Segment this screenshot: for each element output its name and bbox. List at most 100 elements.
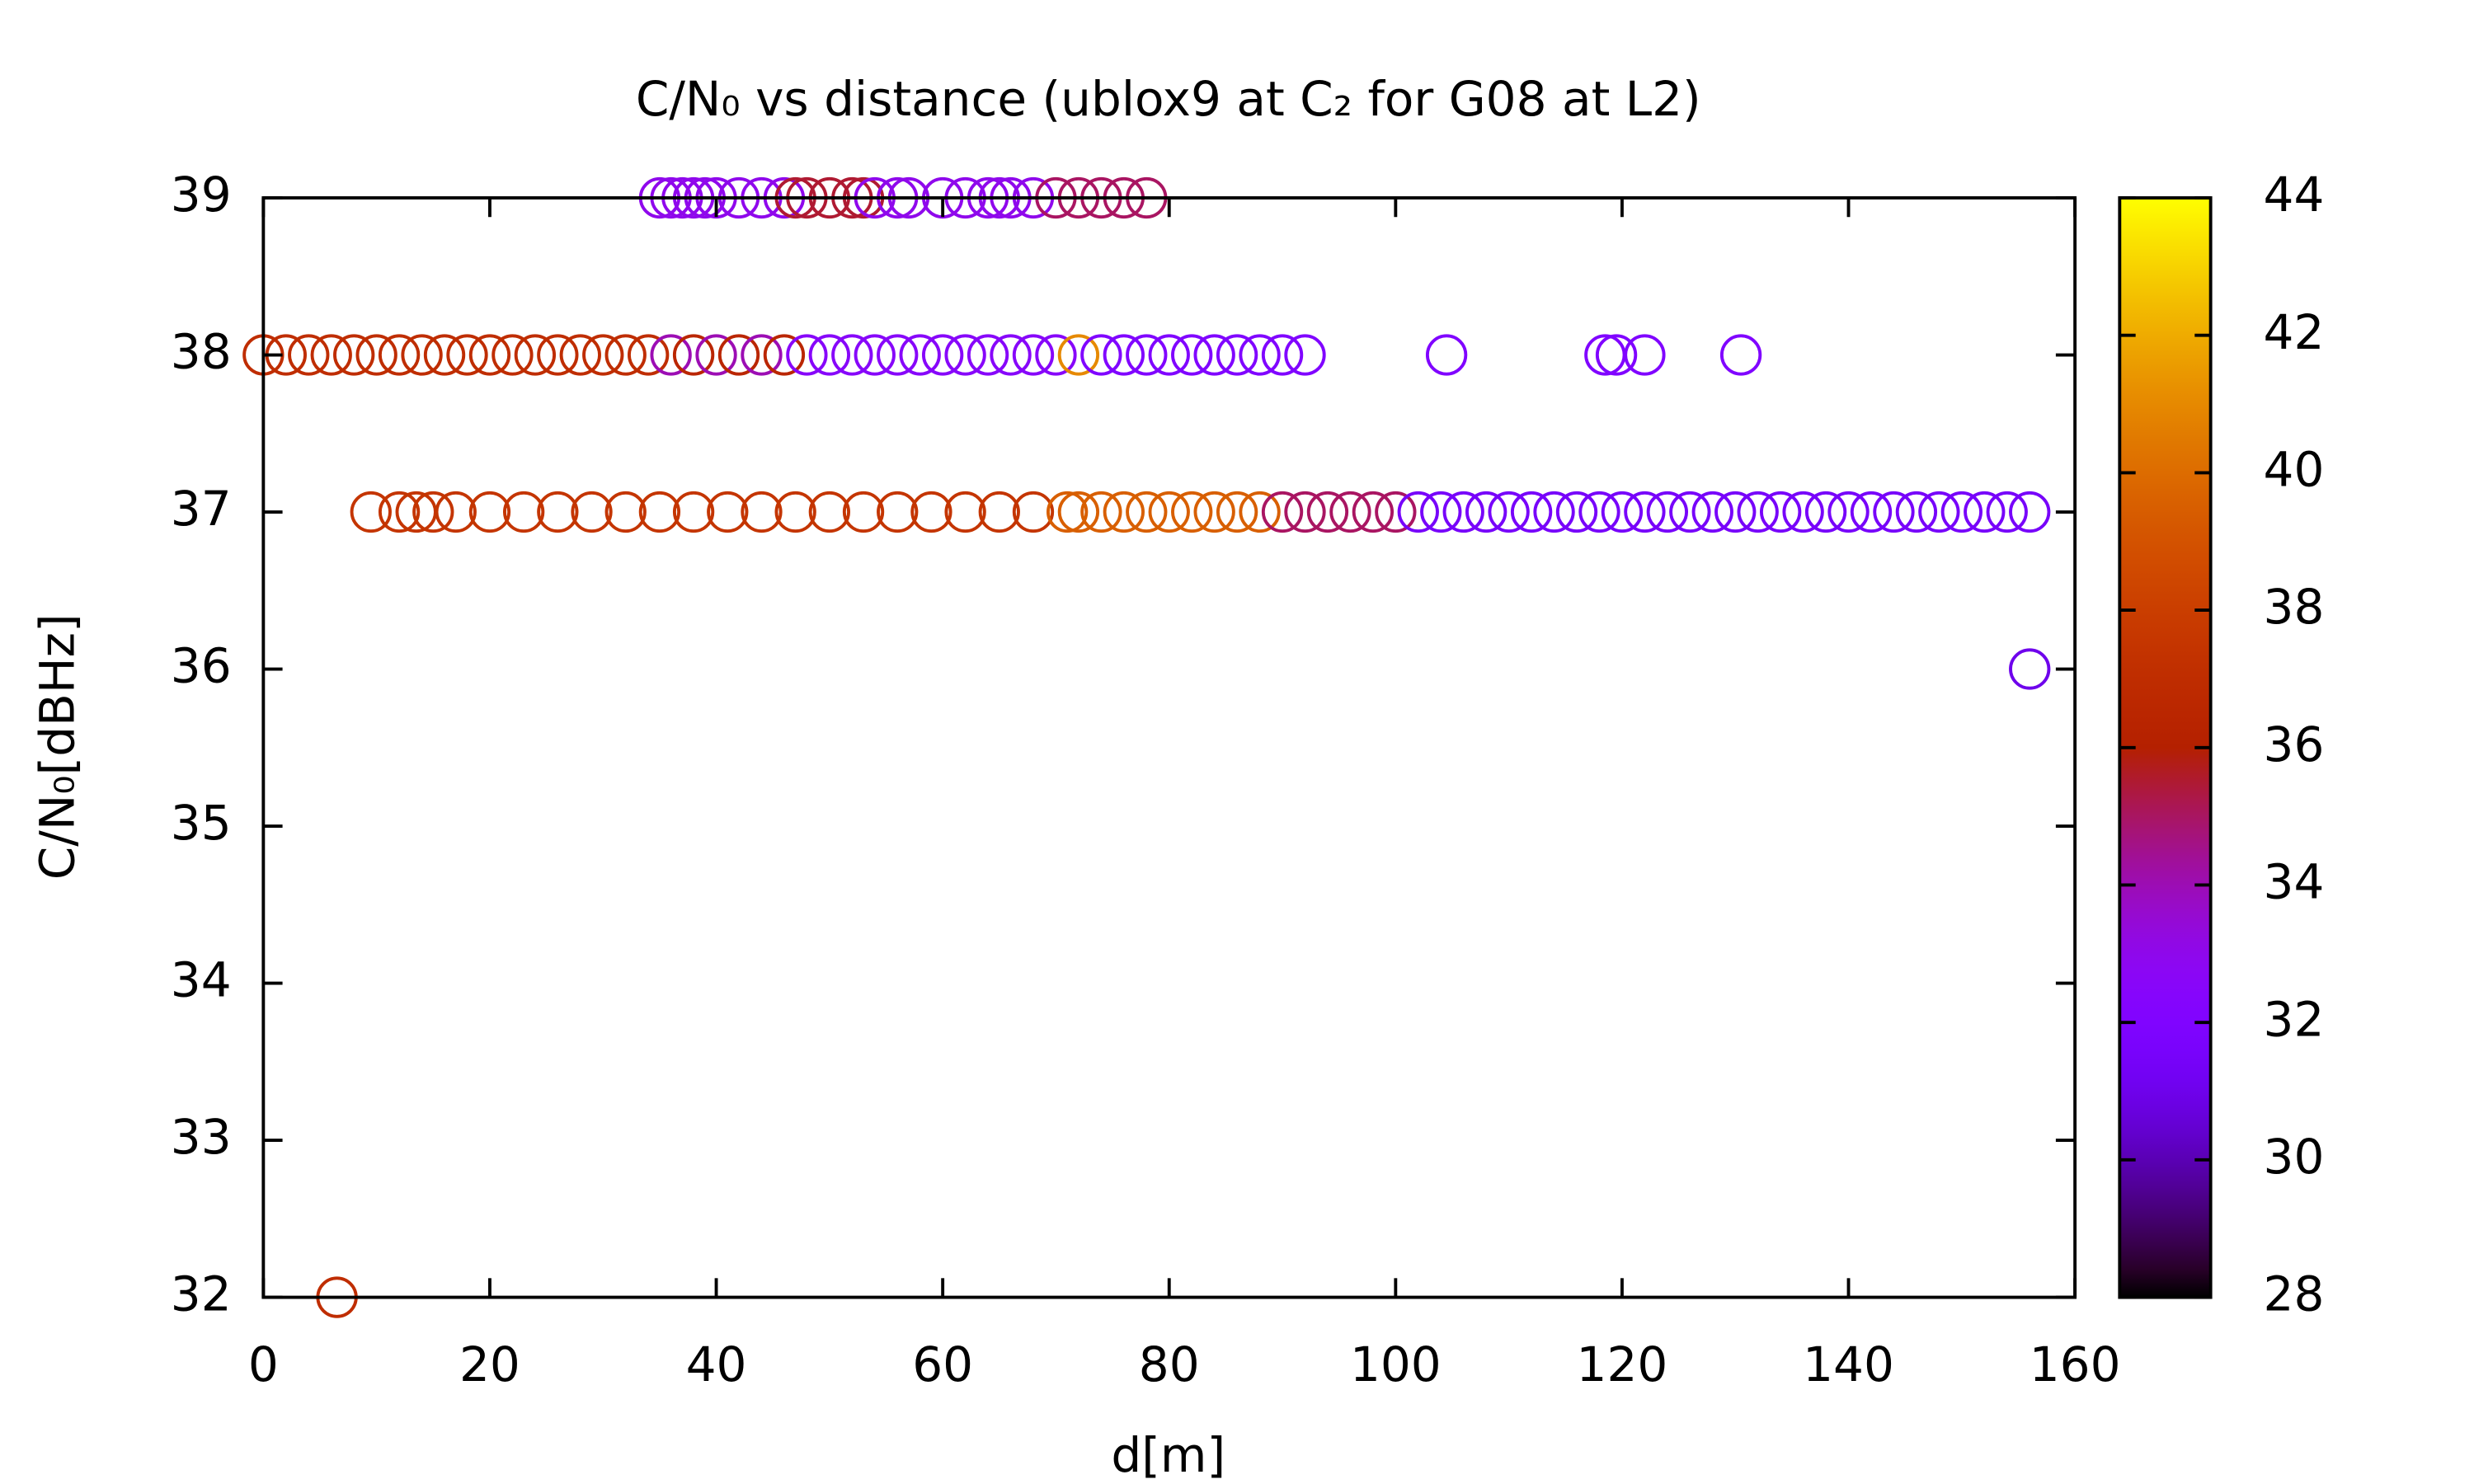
point bbox=[435, 491, 477, 533]
point bbox=[1171, 334, 1213, 376]
colorbar-tick-label: 36 bbox=[2264, 716, 2325, 773]
point bbox=[1873, 491, 1915, 533]
point bbox=[1425, 334, 1468, 376]
point bbox=[707, 491, 749, 533]
axes: 0 20 40 60 80 100 120 140 160 32 33 34 35 36 37 38 39 28 3… bbox=[171, 167, 2325, 1392]
point bbox=[672, 491, 715, 533]
point bbox=[1171, 491, 1213, 533]
point bbox=[1239, 491, 1281, 533]
point bbox=[1284, 334, 1326, 376]
point bbox=[1057, 334, 1100, 376]
x-tick-label: 120 bbox=[1577, 1336, 1668, 1392]
point bbox=[717, 334, 760, 376]
point bbox=[1601, 491, 1644, 533]
point bbox=[899, 334, 941, 376]
point bbox=[1737, 491, 1779, 533]
point bbox=[1691, 491, 1733, 533]
point bbox=[628, 334, 670, 376]
colorbar-tick-label: 34 bbox=[2264, 854, 2325, 910]
point bbox=[877, 334, 919, 376]
colorbar-tick-label: 32 bbox=[2264, 991, 2325, 1047]
point bbox=[288, 334, 330, 376]
points bbox=[242, 176, 2051, 1318]
point bbox=[1759, 491, 1802, 533]
point bbox=[1420, 491, 1462, 533]
point bbox=[1624, 491, 1666, 533]
point bbox=[638, 491, 681, 533]
point bbox=[1012, 334, 1055, 376]
x-tick-label: 40 bbox=[686, 1336, 747, 1392]
point bbox=[1284, 491, 1326, 533]
point bbox=[604, 491, 647, 533]
point bbox=[877, 491, 919, 533]
point bbox=[1261, 334, 1304, 376]
point bbox=[1148, 334, 1190, 376]
point bbox=[1193, 491, 1235, 533]
point bbox=[1827, 491, 1870, 533]
colorbar-tick-label: 42 bbox=[2264, 304, 2325, 360]
point bbox=[1261, 491, 1304, 533]
point bbox=[1510, 491, 1553, 533]
point bbox=[774, 491, 816, 533]
point bbox=[1578, 491, 1620, 533]
point bbox=[502, 491, 545, 533]
point bbox=[944, 491, 986, 533]
point bbox=[944, 334, 986, 376]
point bbox=[1782, 491, 1824, 533]
point bbox=[571, 491, 613, 533]
colorbar-tick-label: 28 bbox=[2264, 1266, 2325, 1322]
point bbox=[378, 334, 421, 376]
point bbox=[910, 491, 952, 533]
point bbox=[514, 334, 557, 376]
point bbox=[1595, 334, 1638, 376]
x-tick-label: 0 bbox=[248, 1336, 279, 1392]
point bbox=[1035, 334, 1077, 376]
point bbox=[921, 334, 964, 376]
point bbox=[559, 334, 601, 376]
point bbox=[1850, 491, 1893, 533]
point bbox=[350, 491, 392, 533]
point bbox=[1533, 491, 1575, 533]
point bbox=[1012, 491, 1055, 533]
point bbox=[1442, 491, 1484, 533]
colorbar-tick-label: 38 bbox=[2264, 579, 2325, 635]
point bbox=[1306, 491, 1349, 533]
point bbox=[842, 491, 885, 533]
point bbox=[1986, 491, 2028, 533]
point bbox=[582, 334, 624, 376]
point bbox=[1940, 491, 1982, 533]
y-tick-label: 39 bbox=[171, 167, 232, 223]
colorbar-tick-label: 30 bbox=[2264, 1129, 2325, 1185]
point bbox=[537, 491, 579, 533]
y-tick-label: 32 bbox=[171, 1266, 232, 1322]
point bbox=[468, 491, 511, 533]
x-tick-label: 100 bbox=[1350, 1336, 1442, 1392]
y-tick-label: 34 bbox=[171, 952, 232, 1008]
y-axis-label: C/N₀[dBHz] bbox=[30, 613, 86, 880]
point bbox=[537, 334, 579, 376]
point bbox=[1375, 491, 1417, 533]
point bbox=[831, 334, 873, 376]
point bbox=[378, 491, 421, 533]
point bbox=[741, 334, 783, 376]
x-tick-label: 20 bbox=[459, 1336, 520, 1392]
point bbox=[763, 334, 806, 376]
point bbox=[1352, 491, 1395, 533]
point bbox=[1719, 334, 1762, 376]
x-tick-label: 80 bbox=[1139, 1336, 1200, 1392]
point bbox=[412, 491, 454, 533]
point bbox=[854, 334, 896, 376]
point bbox=[741, 491, 783, 533]
point bbox=[695, 334, 737, 376]
y-tick-label: 33 bbox=[171, 1109, 232, 1165]
point bbox=[1488, 491, 1530, 533]
point bbox=[1126, 491, 1168, 533]
point bbox=[808, 334, 851, 376]
point bbox=[492, 334, 534, 376]
point bbox=[1103, 334, 1145, 376]
x-axis-label: d[m] bbox=[1111, 1427, 1225, 1483]
point bbox=[446, 334, 488, 376]
point bbox=[468, 334, 511, 376]
point bbox=[990, 334, 1032, 376]
